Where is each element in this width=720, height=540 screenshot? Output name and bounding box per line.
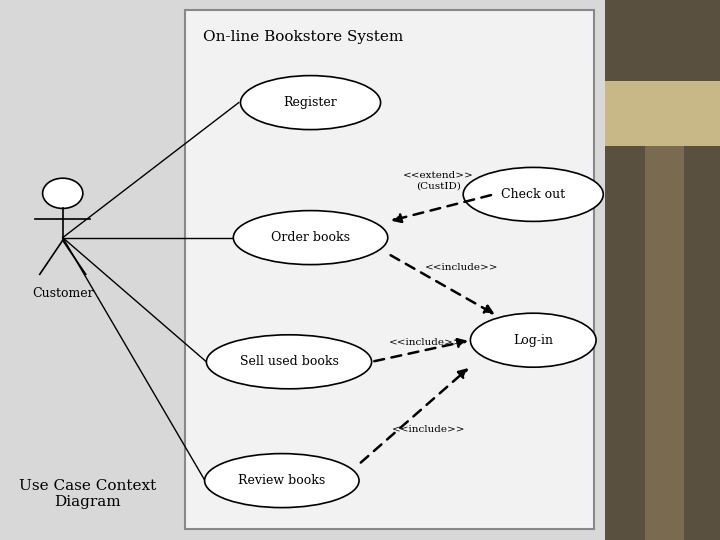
Ellipse shape xyxy=(207,335,372,389)
Text: Customer: Customer xyxy=(32,287,94,300)
Text: On-line Bookstore System: On-line Bookstore System xyxy=(203,30,403,44)
Text: Check out: Check out xyxy=(501,188,565,201)
Bar xyxy=(684,146,720,540)
FancyBboxPatch shape xyxy=(185,10,594,529)
Text: Review books: Review books xyxy=(238,474,325,487)
Text: Order books: Order books xyxy=(271,231,350,244)
Ellipse shape xyxy=(233,211,388,265)
Text: Sell used books: Sell used books xyxy=(240,355,338,368)
Text: <<include>>: <<include>> xyxy=(425,263,498,272)
Bar xyxy=(605,0,720,81)
Text: Log-in: Log-in xyxy=(513,334,553,347)
Bar xyxy=(605,146,644,540)
Circle shape xyxy=(42,178,83,208)
Text: Register: Register xyxy=(284,96,338,109)
Text: <<include>>: <<include>> xyxy=(392,425,466,434)
Ellipse shape xyxy=(470,313,596,367)
Text: Use Case Context
Diagram: Use Case Context Diagram xyxy=(19,479,156,509)
Text: <<include>>: <<include>> xyxy=(389,339,462,347)
Ellipse shape xyxy=(240,76,381,130)
Ellipse shape xyxy=(204,454,359,508)
Text: <<extend>>
(CustID): <<extend>> (CustID) xyxy=(403,171,474,191)
Bar xyxy=(644,146,684,540)
Bar xyxy=(605,81,720,146)
Ellipse shape xyxy=(463,167,603,221)
